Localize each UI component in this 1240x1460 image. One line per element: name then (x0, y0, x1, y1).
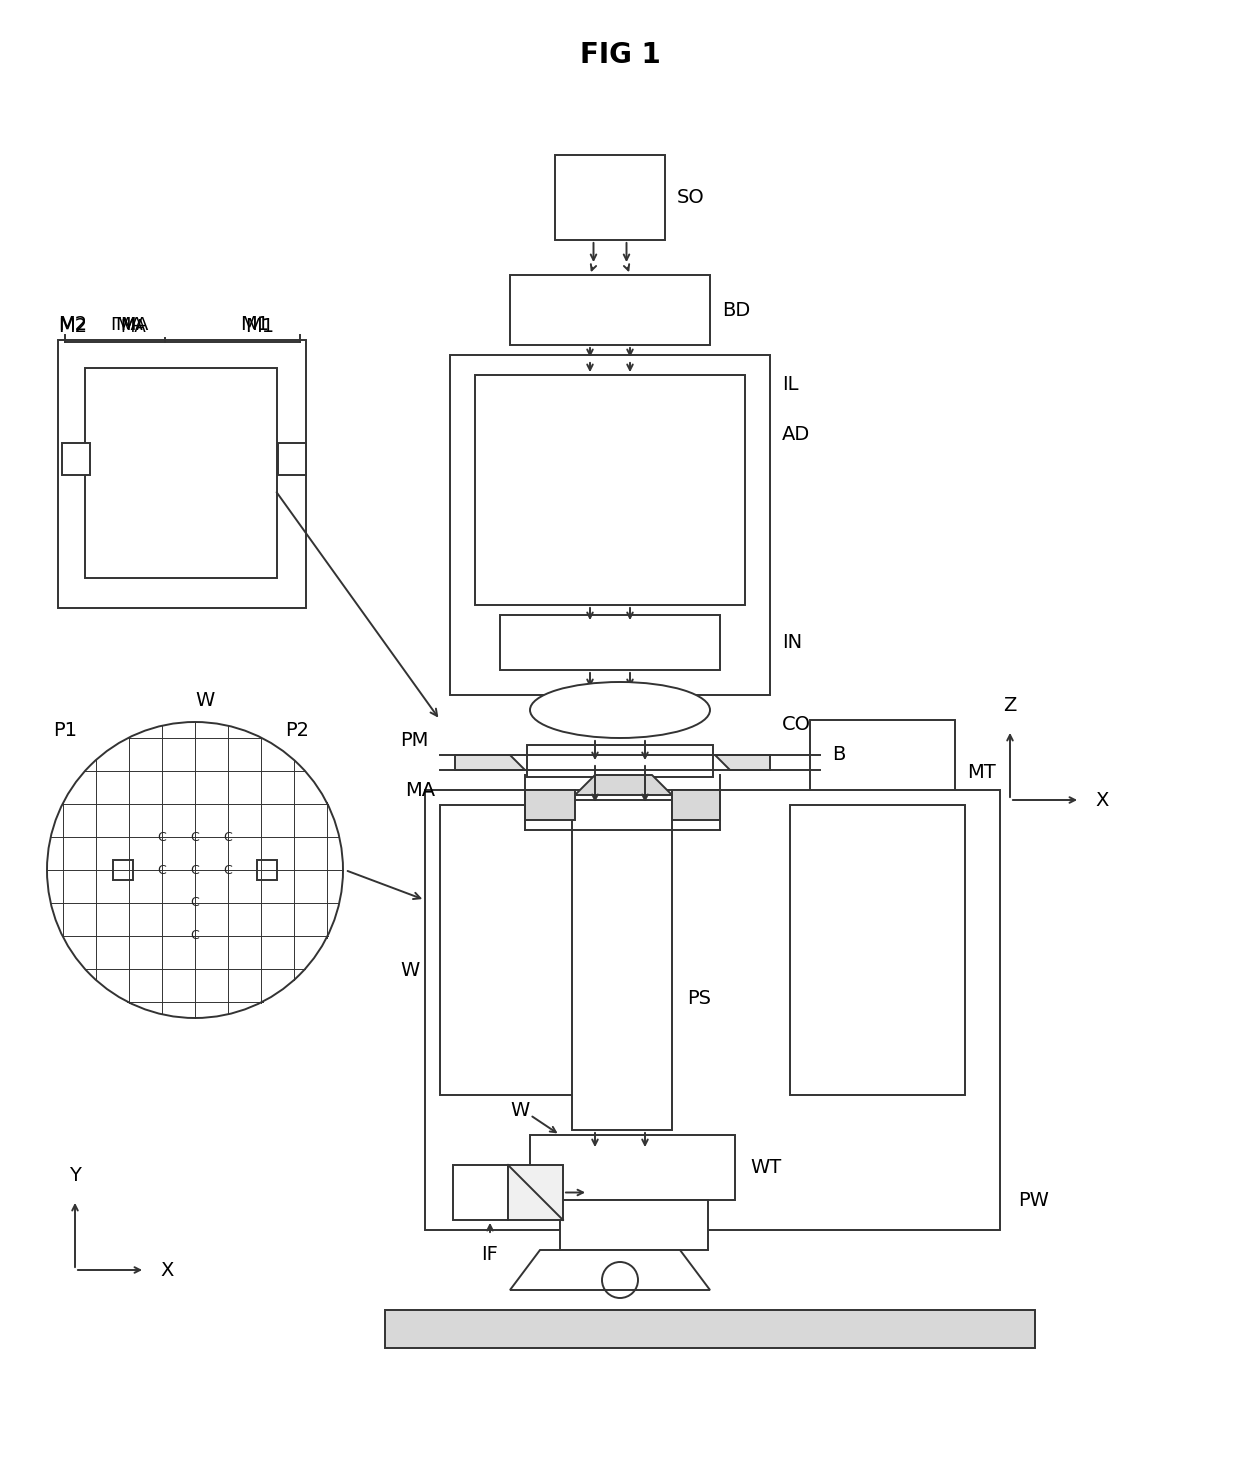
Bar (113, 860, 133, 880)
Ellipse shape (529, 682, 711, 737)
Polygon shape (575, 775, 672, 796)
Text: C: C (191, 929, 200, 942)
Text: X: X (1095, 790, 1109, 809)
Bar (527, 745, 713, 777)
Text: B: B (832, 746, 846, 765)
Text: PW: PW (1018, 1190, 1049, 1209)
Bar (258, 860, 278, 880)
Text: BD: BD (722, 301, 750, 320)
Text: PM: PM (399, 731, 428, 750)
Bar (384, 1310, 1035, 1348)
Bar (278, 442, 306, 474)
Text: $\Gamma$MA: $\Gamma$MA (110, 315, 150, 334)
Text: MT: MT (967, 764, 996, 783)
Bar (425, 790, 999, 1229)
Text: SO: SO (677, 188, 704, 207)
Text: C: C (157, 863, 166, 876)
Text: C: C (223, 863, 232, 876)
Text: C: C (191, 896, 200, 910)
Text: AD: AD (782, 425, 810, 444)
Text: C: C (157, 831, 166, 844)
Polygon shape (715, 755, 770, 769)
Bar (572, 800, 672, 1130)
Polygon shape (510, 1250, 711, 1291)
Text: Y: Y (69, 1167, 81, 1186)
Text: P2: P2 (285, 720, 309, 740)
Bar (450, 355, 770, 695)
Bar (790, 804, 965, 1095)
Polygon shape (525, 790, 575, 821)
Text: PS: PS (687, 988, 711, 1007)
Bar (440, 804, 615, 1095)
Bar (508, 1165, 563, 1221)
Text: P1: P1 (53, 720, 77, 740)
Text: W: W (196, 691, 215, 710)
Text: W: W (401, 961, 419, 980)
Bar (86, 368, 277, 578)
Text: X: X (160, 1260, 174, 1279)
Bar (58, 340, 306, 607)
Bar (62, 442, 91, 474)
Text: M2: M2 (58, 317, 87, 336)
Bar (500, 615, 720, 670)
Bar (510, 274, 711, 345)
Text: M2: M2 (58, 315, 87, 334)
Text: MA: MA (120, 318, 146, 336)
Text: M1: M1 (241, 315, 269, 334)
Text: C: C (191, 831, 200, 844)
Text: M1: M1 (246, 317, 274, 336)
Text: W: W (510, 1101, 529, 1120)
Bar (810, 720, 955, 825)
Text: MA: MA (115, 315, 143, 334)
Bar (529, 1134, 735, 1200)
Text: CO: CO (782, 715, 811, 734)
Bar (556, 155, 665, 239)
Bar (475, 375, 745, 604)
Text: WT: WT (750, 1158, 781, 1177)
Bar (560, 1200, 708, 1250)
Text: FIG 1: FIG 1 (579, 41, 661, 69)
Text: IN: IN (782, 634, 802, 653)
Text: IL: IL (782, 375, 799, 394)
Text: MA: MA (405, 781, 435, 800)
Text: IF: IF (481, 1245, 498, 1264)
Polygon shape (672, 790, 720, 821)
Bar (453, 1165, 508, 1221)
Text: C: C (191, 863, 200, 876)
Text: C: C (223, 831, 232, 844)
Polygon shape (455, 755, 525, 769)
Text: Z: Z (1003, 696, 1017, 715)
